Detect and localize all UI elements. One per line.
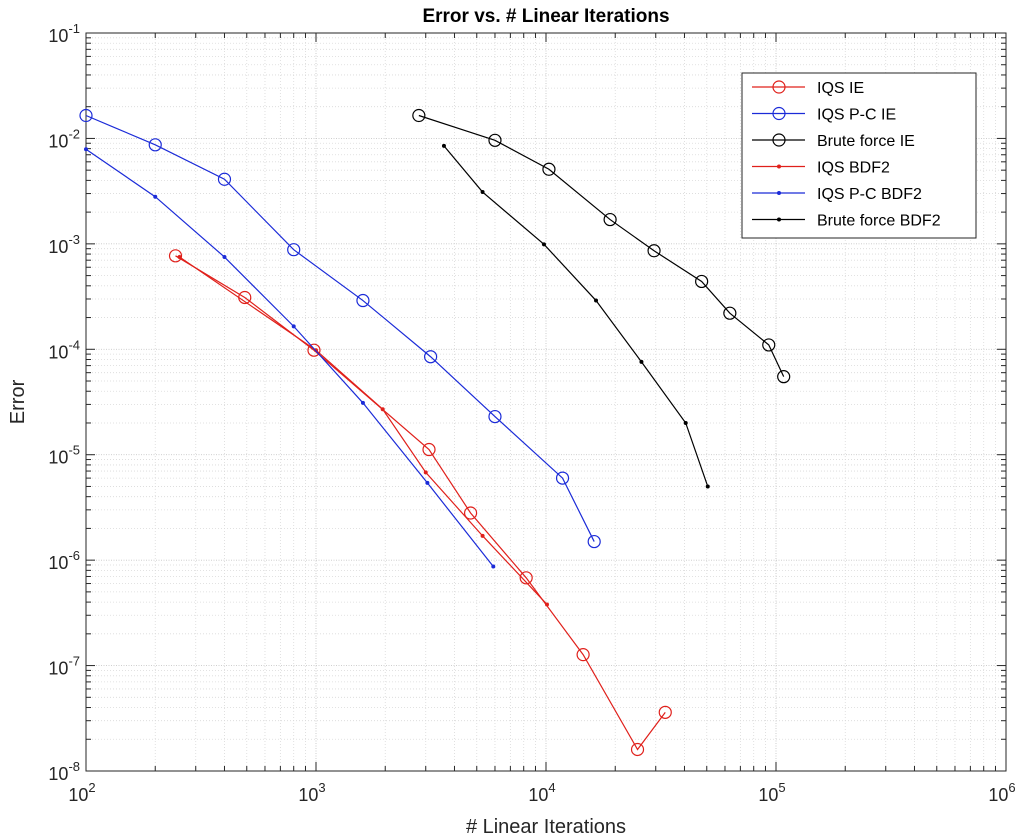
data-point-dot <box>425 480 430 485</box>
y-tick-label: 10-8 <box>48 759 80 784</box>
data-point-circle <box>762 338 776 352</box>
data-point-dot <box>480 190 485 195</box>
data-point-circle <box>658 705 672 719</box>
data-point-circle <box>647 244 661 258</box>
data-point-dot <box>441 143 446 148</box>
data-point-circle <box>542 162 556 176</box>
series-line <box>418 114 785 377</box>
data-point-circle <box>576 648 590 662</box>
series-iqs-p-c-ie <box>79 108 601 549</box>
data-point-circle <box>79 108 93 123</box>
series-line <box>179 256 548 605</box>
y-tick-label: 10-7 <box>48 654 80 679</box>
data-point-circle <box>777 370 791 384</box>
data-point-dot <box>683 420 688 425</box>
legend-marker-iqs-p-c-ie <box>772 106 786 121</box>
y-tick-label: 10-2 <box>48 126 80 151</box>
data-point-circle <box>587 534 601 549</box>
y-tick-label: 10-4 <box>48 337 80 362</box>
data-point-dot <box>544 602 549 607</box>
series-iqs-p-c-bdf2 <box>84 147 496 569</box>
y-tick-label: 10-1 <box>48 21 80 46</box>
x-tick-label: 103 <box>298 780 325 805</box>
data-point-dot <box>360 400 365 405</box>
data-point-circle <box>422 442 436 457</box>
data-point-circle <box>287 243 301 257</box>
series-iqs-ie <box>168 249 672 757</box>
legend-marker-brute-force-ie <box>772 133 786 147</box>
data-point-circle <box>519 571 533 585</box>
series-line <box>85 114 595 542</box>
data-point-circle <box>148 138 162 152</box>
series-brute-force-ie <box>412 108 791 384</box>
chart-title: Error vs. # Linear Iterations <box>422 6 669 27</box>
data-point-dot <box>380 407 385 412</box>
legend-label-iqs-p-c-ie: IQS P-C IE <box>817 107 896 124</box>
series-brute-force-bdf2 <box>441 143 710 489</box>
data-point-dot <box>177 255 182 260</box>
y-axis-label: Error <box>7 379 29 424</box>
data-point-dot <box>541 242 546 247</box>
data-point-circle <box>463 506 478 520</box>
data-point-circle <box>424 350 438 364</box>
data-point-circle <box>217 172 232 186</box>
data-point-dot <box>291 324 296 329</box>
legend-label-brute-force-bdf2: Brute force BDF2 <box>817 213 941 230</box>
legend-label-iqs-bdf2: IQS BDF2 <box>817 160 890 177</box>
data-point-circle <box>723 306 737 320</box>
data-point-dot <box>594 298 599 303</box>
series-line <box>175 255 666 751</box>
y-tick-label: 10-3 <box>48 232 80 257</box>
legend: IQS IE IQS P-C IE Brute force IE IQS BDF2 IQ… <box>741 72 977 239</box>
legend-box <box>741 72 977 239</box>
data-point-circle <box>412 108 426 123</box>
x-tick-label: 105 <box>758 780 785 805</box>
legend-marker-iqs-p-c-bdf2 <box>777 191 781 195</box>
data-point-circle <box>555 471 570 485</box>
x-axis-label: # Linear Iterations <box>466 816 626 838</box>
data-point-circle <box>307 343 321 357</box>
x-tick-label: 104 <box>528 780 555 805</box>
data-point-circle <box>603 212 617 227</box>
y-tick-label: 10-6 <box>48 548 80 573</box>
data-point-dot <box>84 147 88 152</box>
series-iqs-bdf2 <box>177 255 549 607</box>
x-tick-label: 102 <box>68 780 95 805</box>
data-point-dot <box>423 470 428 475</box>
data-point-dot <box>480 533 485 538</box>
data-point-circle <box>630 742 645 757</box>
legend-marker-iqs-bdf2 <box>777 164 781 169</box>
data-point-circle <box>168 249 183 263</box>
legend-label-brute-force-ie: Brute force IE <box>817 133 915 150</box>
data-point-dot <box>705 484 710 489</box>
data-point-circle <box>356 293 370 308</box>
y-tick-label: 10-5 <box>48 443 80 468</box>
data-point-dot <box>222 255 227 260</box>
legend-label-iqs-p-c-bdf2: IQS P-C BDF2 <box>817 186 922 203</box>
data-point-circle <box>695 274 709 289</box>
data-point-circle <box>488 409 502 424</box>
legend-marker-iqs-ie <box>772 80 786 94</box>
data-point-dot <box>639 359 644 364</box>
x-tick-label: 106 <box>988 780 1015 805</box>
legend-marker-brute-force-bdf2 <box>777 217 781 222</box>
data-point-dot <box>491 564 496 569</box>
data-point-dot <box>153 194 158 199</box>
legend-label-iqs-ie: IQS IE <box>817 80 864 97</box>
data-point-circle <box>488 133 502 147</box>
